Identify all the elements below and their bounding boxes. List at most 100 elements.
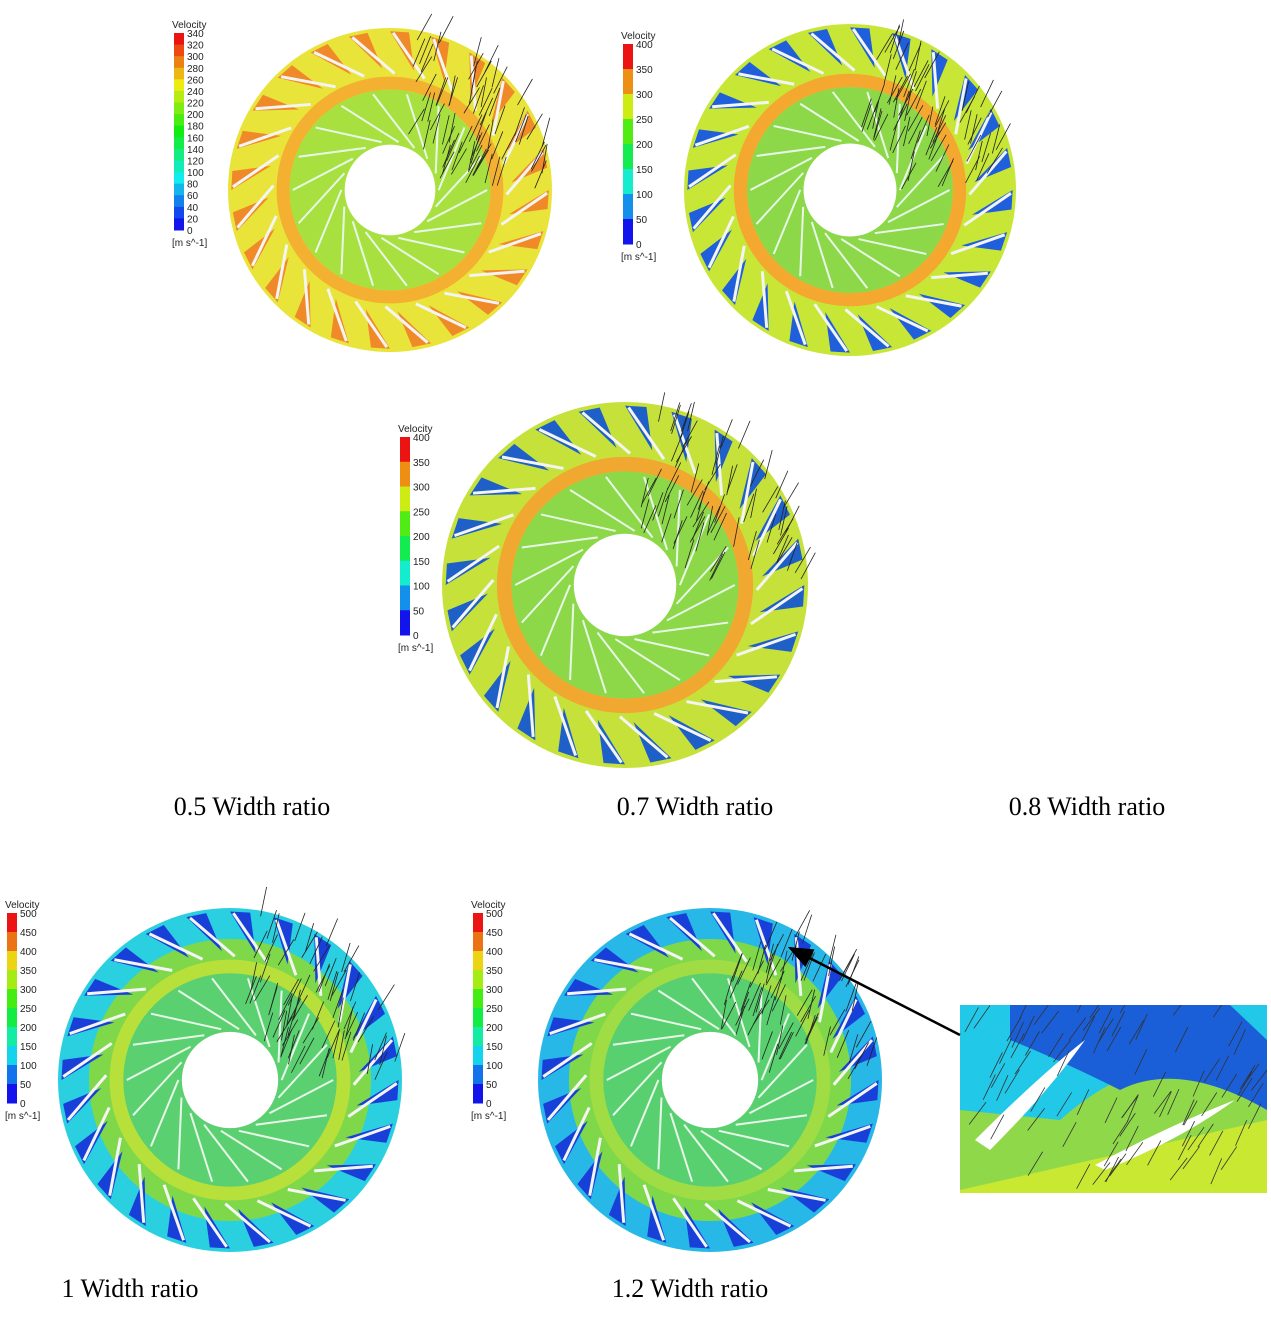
legend-tick: 50 <box>636 215 648 226</box>
colorbar-band <box>174 56 184 68</box>
colorbar-band <box>623 194 633 220</box>
legend-tick: 500 <box>20 909 37 920</box>
legend-tick: 180 <box>187 122 204 133</box>
colorbar-band <box>174 184 184 196</box>
colorbar-band <box>174 103 184 115</box>
legend-tick: 40 <box>187 203 199 214</box>
colorbar-band <box>174 114 184 126</box>
panel: Velocity500450400350300250200150100500[m… <box>5 887 405 1252</box>
colorbar-band <box>7 1065 17 1085</box>
legend-tick: 300 <box>486 985 503 996</box>
legend-tick: 150 <box>20 1042 37 1053</box>
colorbar-band <box>623 94 633 120</box>
legend-tick: 300 <box>413 483 430 494</box>
panel: Velocity500450400350300250200150100500[m… <box>471 900 882 1252</box>
colorbar-band <box>623 69 633 95</box>
legend-tick: 300 <box>636 90 653 101</box>
colorbar-band <box>400 536 410 561</box>
hub <box>662 1032 758 1128</box>
legend-tick: 400 <box>413 433 430 444</box>
legend-tick: 0 <box>486 1099 492 1110</box>
colorbar-band <box>174 137 184 149</box>
legend-tick: 260 <box>187 75 204 86</box>
colorbar-band <box>174 45 184 57</box>
colorbar-band <box>623 44 633 70</box>
colorbar-band <box>623 169 633 195</box>
caption: 0.5 Width ratio <box>174 792 331 821</box>
legend-tick: 450 <box>20 928 37 939</box>
colorbar-band <box>174 79 184 91</box>
legend-tick: 50 <box>486 1080 498 1091</box>
caption: 1.2 Width ratio <box>612 1274 769 1303</box>
hub <box>574 534 676 636</box>
legend-tick: 160 <box>187 133 204 144</box>
legend-tick: 240 <box>187 87 204 98</box>
inset <box>960 987 1268 1193</box>
legend-tick: 150 <box>486 1042 503 1053</box>
legend-tick: 100 <box>413 582 430 593</box>
legend-tick: 220 <box>187 99 204 110</box>
legend-unit: [m s^-1] <box>172 238 207 249</box>
vector <box>783 483 798 509</box>
colorbar-band <box>7 1084 17 1104</box>
legend-tick: 350 <box>413 458 430 469</box>
colorbar-band <box>473 1046 483 1066</box>
legend-tick: 200 <box>20 1023 37 1034</box>
legend-tick: 340 <box>187 29 204 40</box>
legend-tick: 200 <box>486 1023 503 1034</box>
legend-tick: 140 <box>187 145 204 156</box>
legend-tick: 400 <box>636 40 653 51</box>
caption: 0.7 Width ratio <box>617 792 774 821</box>
legend-tick: 0 <box>636 240 642 251</box>
legend-tick: 450 <box>486 928 503 939</box>
colorbar-band <box>174 91 184 103</box>
colorbar-band <box>400 511 410 536</box>
vector <box>738 421 750 449</box>
legend-tick: 250 <box>636 115 653 126</box>
legend-tick: 0 <box>413 631 419 642</box>
colorbar-band <box>473 1027 483 1047</box>
legend-tick: 20 <box>187 214 199 225</box>
legend-tick: 0 <box>187 226 193 237</box>
legend-tick: 300 <box>20 985 37 996</box>
colorbar-band <box>174 172 184 184</box>
colorbar-band <box>400 437 410 462</box>
legend-tick: 200 <box>413 532 430 543</box>
colorbar-band <box>7 1008 17 1028</box>
legend-tick: 100 <box>636 190 653 201</box>
panel: Velocity34032030028026024022020018016014… <box>172 14 552 352</box>
colorbar-band <box>7 970 17 990</box>
caption: 1 Width ratio <box>61 1274 198 1303</box>
legend-tick: 150 <box>636 165 653 176</box>
legend-tick: 200 <box>187 110 204 121</box>
colorbar-band <box>7 1046 17 1066</box>
colorbar-band <box>473 970 483 990</box>
legend-tick: 80 <box>187 180 199 191</box>
hub <box>345 145 436 236</box>
legend-tick: 100 <box>20 1061 37 1072</box>
hub <box>804 144 897 237</box>
legend-tick: 120 <box>187 156 204 167</box>
colorbar-band <box>623 144 633 170</box>
vector <box>842 949 857 975</box>
colorbar-band <box>174 33 184 45</box>
legend-tick: 60 <box>187 191 199 202</box>
colorbar-band <box>473 913 483 933</box>
legend-tick: 300 <box>187 52 204 63</box>
vector <box>795 910 809 936</box>
legend-unit: [m s^-1] <box>5 1111 40 1122</box>
colorbar-band <box>174 160 184 172</box>
caption: 0.8 Width ratio <box>1009 792 1166 821</box>
legend-tick: 250 <box>486 1004 503 1015</box>
panel: Velocity400350300250200150100500[m s^-1] <box>398 392 815 768</box>
colorbar-band <box>7 1027 17 1047</box>
colorbar-band <box>7 932 17 952</box>
legend-tick: 0 <box>20 1099 26 1110</box>
colorbar-band <box>174 218 184 230</box>
legend-tick: 250 <box>413 507 430 518</box>
legend-tick: 350 <box>486 966 503 977</box>
colorbar-band <box>174 195 184 207</box>
colorbar-band <box>473 951 483 971</box>
figure: Velocity34032030028026024022020018016014… <box>0 0 1271 1334</box>
colorbar-band <box>7 951 17 971</box>
